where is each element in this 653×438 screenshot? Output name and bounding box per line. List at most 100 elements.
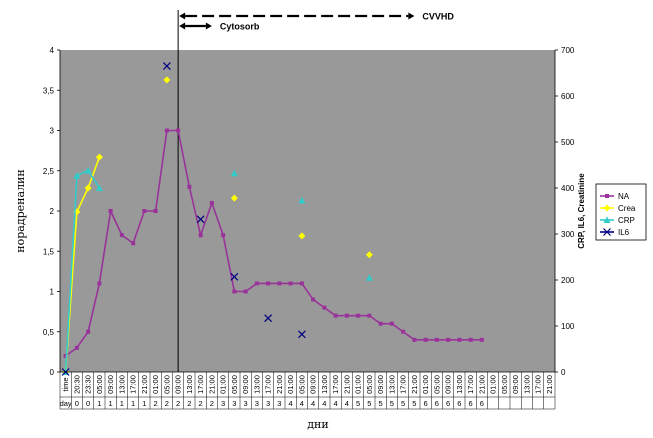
x-tick-time: 05:00 [95,375,104,394]
data-point-Crea [95,153,103,161]
y2-tick-label: 400 [561,184,575,193]
x-tick-day: 4 [300,399,304,408]
data-point-NA [457,337,462,342]
x-tick-time: 05:00 [432,375,441,394]
x-tick-time: 17:00 [129,375,138,394]
x-tick-time: 09:00 [309,375,318,394]
x-tick-day: 6 [446,399,450,408]
x-tick-day: 5 [367,399,371,408]
data-point-NA [468,337,473,342]
x-tick-time: 17:00 [331,375,340,394]
x-tick-day: 3 [244,399,248,408]
data-point-Crea [84,184,92,192]
x-tick-time: 17:00 [399,375,408,394]
x-tick-day: 2 [176,399,180,408]
x-tick-time: 21:00 [342,375,351,394]
data-point-NA [97,281,102,286]
annotation-label: Cytosorb [220,22,260,32]
y-tick-label: 0,5 [43,328,55,337]
data-point-NA [479,337,484,342]
y2-tick-label: 0 [561,368,566,377]
x-tick-day: 2 [199,399,203,408]
x-tick-day: 6 [480,399,484,408]
x-tick-time: 09:00 [241,375,250,394]
data-point-Crea [163,76,171,84]
series-line-Crea [64,156,101,373]
x-tick-time: 13:00 [320,375,329,394]
x-tick-time: 01:00 [421,375,430,394]
x-tick-time: 09:00 [106,375,115,394]
data-point-NA [266,281,271,286]
x-tick-day: 4 [311,399,315,408]
x-tick-day: 3 [266,399,270,408]
data-point-NA [232,289,237,294]
x-tick-time: 05:00 [297,375,306,394]
y2-tick-label: 500 [561,138,575,147]
x-tick-day: 2 [165,399,169,408]
data-point-IL6 [196,215,205,224]
annotation-arrow-head-left [179,22,186,30]
data-point-NA [333,313,338,318]
data-point-IL6 [297,330,306,339]
x-tick-time: 05:00 [500,375,509,394]
y2-tick-label: 700 [561,46,575,55]
x-tick-time: 21:00 [275,375,284,394]
x-tick-time: 17:00 [264,375,273,394]
data-point-NA [446,337,451,342]
data-point-NA [356,313,361,318]
data-point-NA [131,241,136,246]
x-tick-time: 20:30 [72,375,81,394]
series-NA [63,128,484,358]
y-tick-label: 1 [50,288,55,297]
x-tick-day: 2 [210,399,214,408]
legend-label: Crea [618,204,636,213]
series-CRP [62,167,373,375]
x-tick-day: 2 [187,399,191,408]
x-tick-time: 23:30 [84,375,93,394]
x-tick-day: 6 [435,399,439,408]
x-tick-day: 5 [356,399,360,408]
data-point-NA [221,233,226,238]
data-point-NA [142,209,147,213]
x-tick-time: 01:00 [354,375,363,394]
data-point-CRP [298,196,306,204]
x-tick-day: 4 [289,399,293,408]
data-point-NA [389,321,394,326]
data-point-NA [119,233,124,238]
data-point-IL6 [264,314,273,323]
x-tick-day: 1 [97,399,101,408]
legend-marker [603,228,611,236]
x-tick-time: 21:00 [410,375,419,394]
data-point-NA [277,281,282,286]
data-point-NA [423,337,428,342]
x-tick-time: 17:00 [534,375,543,394]
legend-box [595,183,647,241]
data-point-Crea [298,232,306,240]
x-tick-day: 6 [457,399,461,408]
x-tick-time: 13:00 [387,375,396,394]
data-point-NA [434,337,439,342]
data-point-Crea [365,251,373,259]
annotation-arrow-head-right [408,12,415,20]
x-tick-time: 13:00 [185,375,194,394]
series-IL6 [61,62,306,376]
x-tick-day: 2 [154,399,158,408]
x-tick-day: 1 [109,399,113,408]
legend-marker [603,216,611,223]
y2-tick-label: 600 [561,92,575,101]
x-tick-day: 3 [221,399,225,408]
y-tick-label: 3 [50,127,55,136]
data-point-NA [153,209,158,213]
x-tick-time: 21:00 [477,375,486,394]
data-point-NA [378,321,383,326]
x-tick-time: 17:00 [196,375,205,394]
x-tick-time: 13:00 [522,375,531,394]
data-point-NA [401,329,406,334]
y-tick-label: 0 [50,368,55,377]
x-tick-time: 01:00 [151,375,160,394]
data-point-NA [254,281,259,286]
y-tick-label: 1,5 [43,247,55,256]
data-point-CRP [365,274,373,281]
legend-marker [605,194,609,198]
y-axis-title: норадреналин [14,169,27,252]
